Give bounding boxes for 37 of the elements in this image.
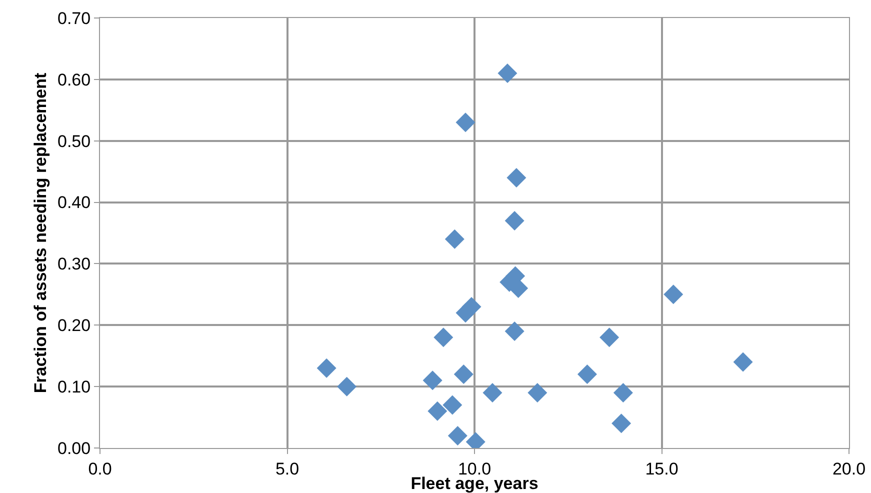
point xyxy=(448,426,468,446)
point xyxy=(454,364,474,384)
point xyxy=(508,278,528,298)
point xyxy=(498,64,518,84)
y-tick-label: 0.20 xyxy=(58,316,91,336)
point xyxy=(733,352,753,372)
x-tick-label: 15.0 xyxy=(645,459,678,478)
x-tick-label: 0.0 xyxy=(88,459,112,478)
point xyxy=(456,112,476,132)
point xyxy=(442,395,462,415)
point xyxy=(434,328,454,348)
y-tick-label: 0.50 xyxy=(58,132,91,151)
y-tick-label: 0.70 xyxy=(58,8,91,28)
x-tick-label: 5.0 xyxy=(275,459,300,478)
point xyxy=(506,168,526,188)
point xyxy=(600,328,620,348)
y-axis-title: Fraction of assets needing replacement xyxy=(31,72,50,394)
point xyxy=(612,414,632,434)
point xyxy=(316,358,336,378)
point xyxy=(504,210,524,230)
point xyxy=(528,382,548,402)
point xyxy=(664,284,684,304)
point xyxy=(504,322,524,342)
point xyxy=(337,376,357,396)
point xyxy=(613,382,633,402)
point xyxy=(482,382,502,402)
point xyxy=(462,296,482,316)
y-tick-label: 0.30 xyxy=(58,254,91,274)
y-tick-label: 0.60 xyxy=(58,70,91,90)
point xyxy=(428,401,448,421)
y-tick-label: 0.40 xyxy=(58,193,91,212)
y-tick-label: 0.10 xyxy=(58,378,91,397)
point xyxy=(577,364,597,384)
point xyxy=(422,370,442,390)
point xyxy=(444,229,464,249)
y-tick-label: 0.00 xyxy=(58,438,91,458)
x-tick-label: 20.0 xyxy=(832,459,866,478)
